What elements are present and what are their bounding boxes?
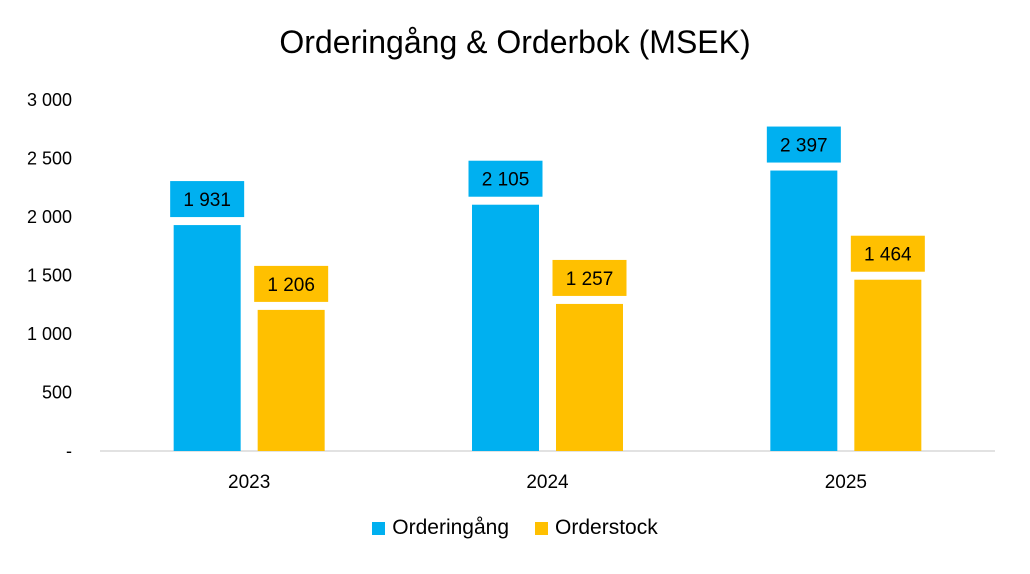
bar-orderingång-2023 [173, 225, 241, 451]
x-tick-label: 2023 [228, 472, 270, 493]
y-tick-label: 1 500 [27, 266, 72, 286]
data-label-box [766, 126, 841, 163]
y-tick-label: 3 000 [27, 90, 72, 110]
chart-title: Orderingång & Orderbok (MSEK) [279, 24, 751, 60]
y-tick-label: 2 500 [27, 149, 72, 169]
legend-swatch [372, 521, 386, 535]
data-label: 2 397 [780, 136, 828, 157]
legend-label: Orderstock [555, 516, 658, 539]
data-label-box [254, 265, 329, 302]
y-tick-label: 2 000 [27, 207, 72, 227]
chart-legend: Orderingång Orderstock [0, 516, 1030, 540]
bar-orderstock-2024 [556, 303, 623, 451]
bar-orderingång-2025 [770, 170, 838, 451]
legend-label: Orderingång [392, 516, 510, 539]
data-label: 1 257 [566, 269, 614, 290]
legend-swatch [535, 521, 549, 535]
data-label: 1 206 [267, 275, 315, 296]
data-label: 1 931 [183, 190, 231, 211]
legend-item: Orderstock [535, 516, 658, 540]
y-tick-label: 1 000 [27, 324, 72, 344]
data-label: 1 464 [864, 245, 912, 266]
y-tick-label: - [66, 441, 72, 461]
bar-orderingång-2024 [472, 204, 539, 451]
bar-orderstock-2025 [854, 279, 922, 451]
x-tick-label: 2024 [526, 472, 569, 493]
data-label-box [850, 235, 925, 272]
x-tick-label: 2025 [825, 472, 867, 493]
data-label-box [170, 181, 245, 218]
bar-orderstock-2023 [257, 309, 325, 451]
legend-item: Orderingång [372, 516, 509, 540]
y-tick-label: 500 [42, 383, 72, 403]
data-label: 2 105 [482, 170, 530, 191]
data-label-box [552, 259, 627, 296]
data-label-box [468, 160, 543, 197]
